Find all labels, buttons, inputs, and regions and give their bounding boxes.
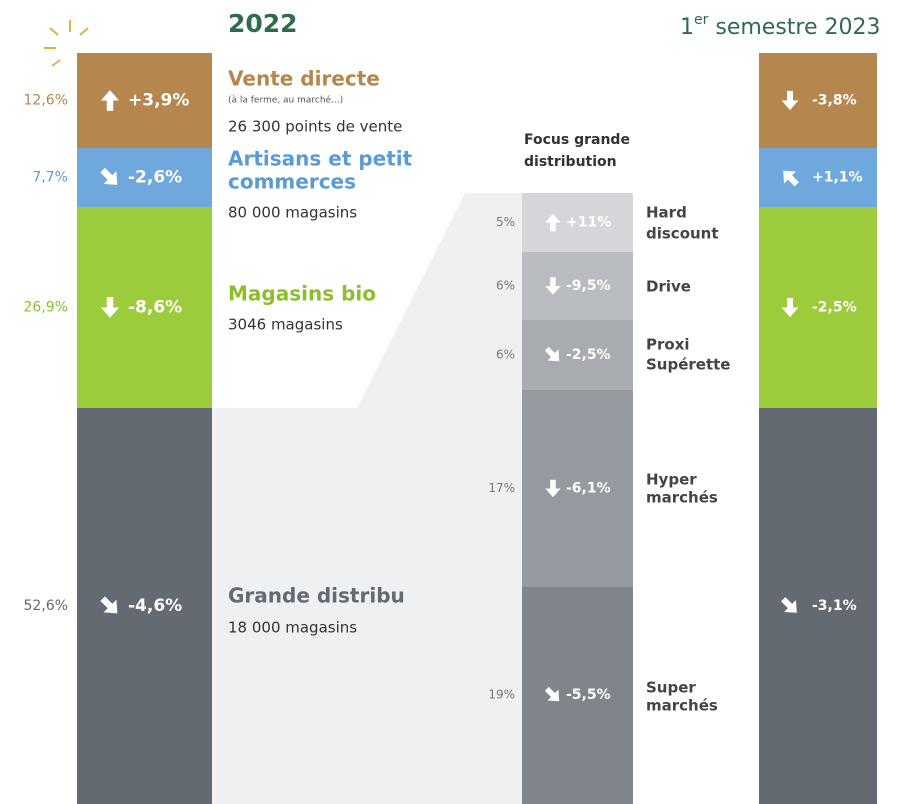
change-label: -6,1% bbox=[566, 481, 611, 497]
change-label: -3,8% bbox=[812, 93, 857, 109]
change-label: -3,1% bbox=[812, 598, 857, 614]
focus-name: Drive bbox=[646, 278, 691, 296]
change-label: -2,5% bbox=[812, 300, 857, 316]
channel-name: Vente directe bbox=[228, 67, 380, 91]
focus-segment bbox=[522, 320, 633, 390]
focus-segment bbox=[522, 587, 633, 804]
change-label: -2,5% bbox=[566, 347, 611, 363]
share-label: 12,6% bbox=[24, 93, 68, 109]
change-label: -9,5% bbox=[566, 278, 611, 294]
focus-name: discount bbox=[646, 225, 719, 243]
focus-segment bbox=[522, 390, 633, 587]
channel-detail: 80 000 magasins bbox=[228, 204, 357, 222]
change-label: -2,6% bbox=[128, 168, 182, 188]
channel-name: Artisans et petit bbox=[228, 147, 413, 171]
segment bbox=[77, 207, 212, 408]
channel-name: Grande distribu bbox=[228, 584, 405, 608]
focus-segment bbox=[522, 252, 633, 320]
share-label: 17% bbox=[488, 481, 515, 495]
heading: 2022 bbox=[228, 9, 298, 38]
sparkle bbox=[44, 20, 89, 67]
heading-part: er bbox=[694, 12, 709, 28]
change-label: +3,9% bbox=[128, 91, 189, 111]
share-label: 5% bbox=[496, 215, 515, 229]
arrow-icon bbox=[545, 479, 561, 498]
funnel bbox=[212, 193, 522, 804]
segment bbox=[759, 207, 877, 408]
channel-detail: 18 000 magasins bbox=[228, 619, 357, 637]
segment bbox=[759, 408, 877, 804]
channel-detail: 3046 magasins bbox=[228, 316, 343, 334]
heading: 1er semestre 2023 bbox=[680, 12, 881, 40]
focus-name: marchés bbox=[646, 697, 718, 715]
focus-name: Super bbox=[646, 679, 696, 697]
arrow-icon bbox=[100, 167, 118, 185]
share-label: 6% bbox=[496, 348, 515, 362]
focus-segment bbox=[522, 193, 633, 252]
share-label: 6% bbox=[496, 279, 515, 293]
channel-detail: 26 300 points de vente bbox=[228, 118, 402, 136]
arrow-icon bbox=[545, 277, 561, 295]
channel-name: Magasins bio bbox=[228, 282, 376, 306]
focus-name: marchés bbox=[646, 489, 718, 507]
segment bbox=[759, 148, 877, 207]
focus-name: Hyper bbox=[646, 471, 697, 489]
segment bbox=[77, 408, 212, 804]
arrow-icon bbox=[781, 90, 799, 111]
change-label: +1,1% bbox=[812, 170, 863, 186]
focus-name: Proxi bbox=[646, 336, 690, 354]
change-label: +11% bbox=[566, 215, 611, 231]
arrow-icon bbox=[781, 297, 799, 318]
share-label: 26,9% bbox=[24, 300, 68, 316]
arrow-icon bbox=[783, 170, 799, 187]
segment bbox=[77, 53, 212, 148]
change-label: -4,6% bbox=[128, 596, 182, 616]
arrow-icon bbox=[781, 597, 797, 613]
heading-part: semestre 2023 bbox=[708, 15, 880, 40]
channel-name: commerces bbox=[228, 170, 356, 194]
heading-part: 1 bbox=[680, 15, 694, 40]
arrow-icon bbox=[544, 346, 560, 362]
share-label: 19% bbox=[488, 688, 515, 702]
segment bbox=[77, 148, 212, 207]
arrow-icon bbox=[545, 213, 561, 232]
arrow-icon bbox=[100, 596, 118, 614]
share-label: 7,7% bbox=[32, 170, 68, 186]
arrow-icon bbox=[100, 90, 120, 111]
share-label: 52,6% bbox=[24, 598, 68, 614]
focus-name: Supérette bbox=[646, 356, 730, 374]
change-label: -8,6% bbox=[128, 298, 182, 318]
segment bbox=[759, 53, 877, 148]
focus-name: Hard bbox=[646, 204, 687, 222]
focus-title: distribution bbox=[524, 154, 617, 170]
focus-title: Focus grande bbox=[524, 132, 630, 148]
arrow-icon bbox=[544, 686, 560, 702]
change-label: -5,5% bbox=[566, 687, 611, 703]
channel-note: (à la ferme, au marché...) bbox=[228, 95, 343, 106]
